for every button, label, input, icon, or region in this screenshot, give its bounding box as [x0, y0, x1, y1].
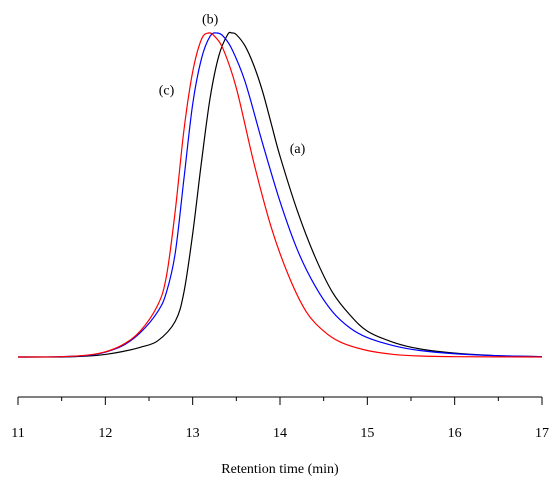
series-label-c: (c) [159, 84, 175, 99]
series-label-b: (b) [202, 12, 219, 27]
x-tick-label: 11 [11, 426, 24, 441]
x-tick-label: 13 [186, 426, 200, 441]
series-line-a [17, 31, 543, 358]
series-line-c [17, 32, 543, 358]
x-tick-label: 15 [360, 426, 374, 441]
x-tick-label: 12 [98, 426, 112, 441]
series-label-a: (a) [290, 142, 306, 157]
series-layer [17, 31, 543, 358]
annotation-layer: (a) (b) (c) [159, 12, 306, 157]
x-axis-title: Retention time (min) [221, 462, 339, 477]
x-tick-label: 17 [535, 426, 549, 441]
x-axis: 11 12 13 14 15 16 17 [11, 396, 549, 441]
x-tick-label: 16 [448, 426, 462, 441]
series-line-b [17, 32, 543, 358]
x-tick-label: 14 [273, 426, 287, 441]
